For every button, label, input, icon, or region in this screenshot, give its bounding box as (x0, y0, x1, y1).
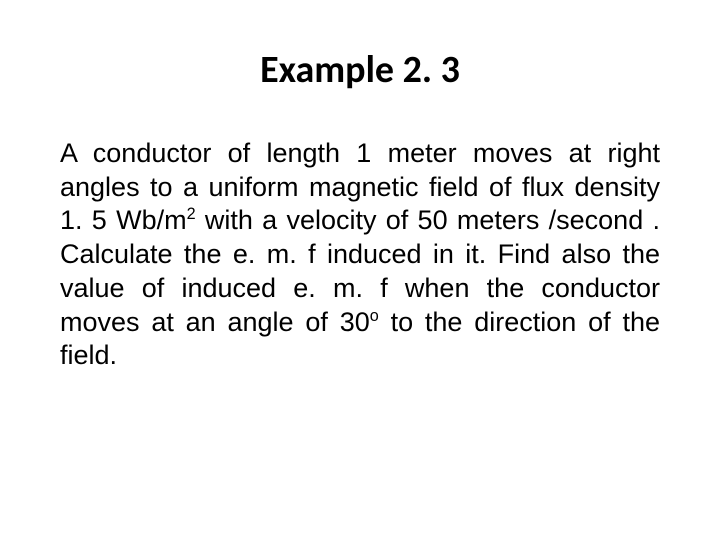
problem-statement: A conductor of length 1 meter moves at r… (60, 137, 660, 373)
slide: Example 2. 3 A conductor of length 1 met… (0, 0, 720, 540)
superscript-2: 2 (187, 205, 196, 223)
superscript-degree: o (370, 307, 379, 325)
slide-title: Example 2. 3 (60, 50, 660, 92)
